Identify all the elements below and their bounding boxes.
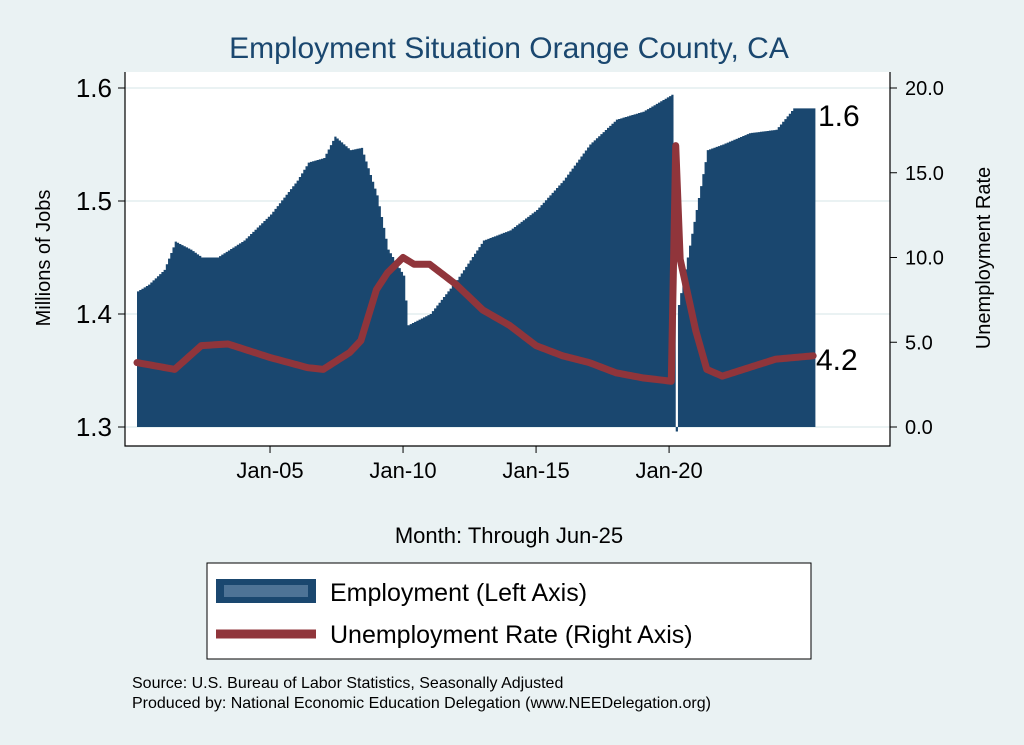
legend-item-unemployment: Unemployment Rate (Right Axis) (216, 621, 693, 649)
y-right-tick-label: 15.0 (905, 163, 944, 185)
legend-label-unemployment: Unemployment Rate (Right Axis) (330, 621, 693, 649)
legend-swatch-inner (224, 585, 308, 597)
legend: Employment (Left Axis) Unemployment Rate… (206, 562, 812, 660)
axis-frame (124, 72, 891, 447)
y-left-tick-label: 1.5 (76, 186, 112, 216)
legend-item-employment: Employment (Left Axis) (216, 579, 587, 607)
y-left-tick-label: 1.3 (76, 412, 112, 442)
legend-label-employment: Employment (Left Axis) (330, 579, 587, 607)
y-right-label: Unemployment Rate (973, 167, 995, 349)
y-right-tick-label: 0.0 (905, 417, 933, 439)
y-right-tick-label: 10.0 (905, 248, 944, 270)
employment-area (137, 94, 816, 432)
unemployment-end-label: 4.2 (816, 344, 858, 377)
source-note: Source: U.S. Bureau of Labor Statistics,… (132, 675, 563, 692)
x-tick-label: Jan-10 (369, 458, 436, 483)
y-right-tick-label: 5.0 (905, 332, 933, 354)
chart-title: Employment Situation Orange County, CA (229, 32, 789, 65)
y-left-tick-label: 1.6 (76, 73, 112, 103)
produced-note: Produced by: National Economic Education… (132, 695, 711, 712)
y-left-tick-label: 1.4 (76, 299, 112, 329)
x-tick-label: Jan-05 (236, 458, 303, 483)
y-left-label: Millions of Jobs (33, 190, 55, 327)
x-axis-label: Month: Through Jun-25 (395, 523, 623, 548)
employment-end-label: 1.6 (818, 100, 860, 133)
x-tick-label: Jan-15 (502, 458, 569, 483)
x-tick-label: Jan-20 (635, 458, 702, 483)
unemployment-line (133, 142, 817, 385)
y-right-tick-label: 20.0 (905, 78, 944, 100)
